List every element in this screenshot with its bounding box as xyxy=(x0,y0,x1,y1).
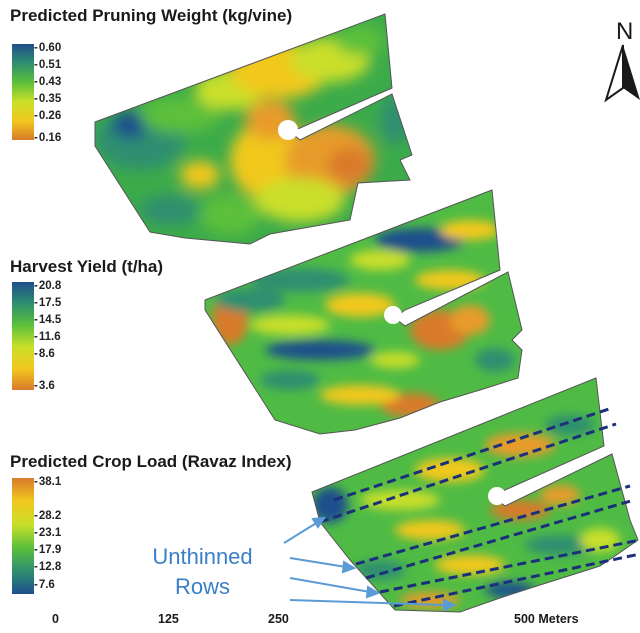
field-boundary xyxy=(204,189,523,435)
field-boundary xyxy=(94,13,413,245)
north-arrow-icon xyxy=(604,44,640,103)
annotation-rows: Rows xyxy=(174,574,230,599)
legend-tick: 7.6 xyxy=(34,579,55,591)
unthinned-row-line xyxy=(333,406,613,502)
legend-tick: 17.9 xyxy=(34,544,61,556)
legend-tick: 0.51 xyxy=(34,59,61,71)
scale-label: 250 xyxy=(268,612,289,626)
arrow-head xyxy=(365,585,381,599)
annotation-arrows xyxy=(283,516,457,612)
unthinned-row-line xyxy=(379,538,640,594)
scale-label: 500 Meters xyxy=(514,612,579,626)
map-title-pruning-weight: Predicted Pruning Weight (kg/vine) xyxy=(10,6,293,25)
legend-color-ramp xyxy=(12,282,34,390)
unthinned-row-line xyxy=(355,484,631,566)
north-letter: N xyxy=(616,18,634,45)
legend-color-ramp xyxy=(12,44,34,140)
arrow xyxy=(283,521,319,544)
field-boundary xyxy=(311,377,639,613)
legend-tick: 17.5 xyxy=(34,297,61,309)
annotation-unthinned: Unthinned xyxy=(152,544,253,569)
legend-tick: 0.43 xyxy=(34,76,61,88)
legend-tick: 12.8 xyxy=(34,561,61,573)
legend-tick: 0.26 xyxy=(34,110,61,122)
scale-label: 125 xyxy=(158,612,179,626)
unthinned-row-line xyxy=(319,422,617,524)
scale-label: 0 xyxy=(52,612,59,626)
arrow-head xyxy=(443,598,457,612)
field-notch xyxy=(278,120,298,140)
legend-tick: 23.1 xyxy=(34,527,61,539)
legend-tick: 0.60 xyxy=(34,42,61,54)
arrow xyxy=(289,557,347,568)
unthinned-row-line xyxy=(365,498,635,580)
legend-tick: 14.5 xyxy=(34,314,61,326)
unthinned-row-lines xyxy=(319,406,640,608)
legend-tick: 8.6 xyxy=(34,348,55,360)
legend-tick: 20.8 xyxy=(34,280,61,292)
legend-tick: 38.1 xyxy=(34,476,61,488)
map-pruning-weight xyxy=(95,14,412,244)
legend-tick: 28.2 xyxy=(34,510,61,522)
field-notch xyxy=(384,306,402,324)
map-title-crop-load: Predicted Crop Load (Ravaz Index) xyxy=(10,452,292,471)
map-title-harvest-yield: Harvest Yield (t/ha) xyxy=(10,257,164,276)
legend-color-ramp xyxy=(12,478,34,594)
arrow xyxy=(289,577,371,593)
legend-tick: 3.6 xyxy=(34,380,55,392)
arrow xyxy=(289,599,445,606)
arrow-head xyxy=(311,516,326,529)
legend-tick: 0.16 xyxy=(34,132,61,144)
legend-tick: 0.35 xyxy=(34,93,61,105)
arrow-head xyxy=(341,560,357,574)
legend-tick: 11.6 xyxy=(34,331,61,343)
field-notch xyxy=(488,487,506,505)
